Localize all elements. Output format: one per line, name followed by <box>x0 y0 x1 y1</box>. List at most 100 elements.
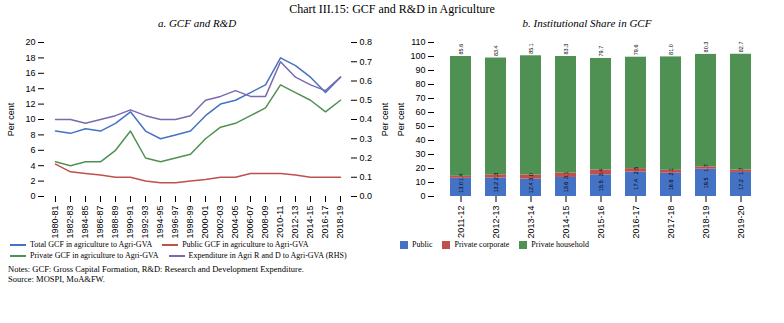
svg-text:2018-19: 2018-19 <box>335 206 345 239</box>
svg-text:16.6: 16.6 <box>668 180 674 191</box>
svg-text:50: 50 <box>415 121 425 131</box>
svg-text:2012-13: 2012-13 <box>491 206 501 239</box>
html-text:a. GCF and R&D: a. GCF and R&D <box>157 17 237 29</box>
svg-text:79.6: 79.6 <box>633 44 639 55</box>
svg-text:1984-85: 1984-85 <box>80 206 90 239</box>
svg-text:2.3: 2.3 <box>493 173 499 181</box>
svg-text:70: 70 <box>415 93 425 103</box>
svg-text:2011-12: 2011-12 <box>456 206 466 238</box>
svg-text:2.5: 2.5 <box>633 167 639 175</box>
svg-text:17.2: 17.2 <box>738 179 744 190</box>
svg-text:2006-07: 2006-07 <box>245 206 255 239</box>
svg-text:0.4: 0.4 <box>360 114 373 124</box>
svg-text:2013-14: 2013-14 <box>526 206 536 239</box>
svg-text:2017-18: 2017-18 <box>666 206 676 239</box>
svg-text:Per cent: Per cent <box>6 102 16 136</box>
svg-text:100: 100 <box>410 51 425 61</box>
svg-text:2010-11: 2010-11 <box>275 206 285 238</box>
svg-text:81.0: 81.0 <box>668 44 674 55</box>
html-text:Private GCF in agriculture to: Private GCF in agriculture to Agri-GVA <box>30 251 159 260</box>
svg-text:2: 2 <box>30 176 35 186</box>
svg-text:30: 30 <box>415 149 425 159</box>
html-text:Source: MOSPI, MoA&FW.: Source: MOSPI, MoA&FW. <box>8 274 105 284</box>
svg-text:110: 110 <box>411 37 425 47</box>
svg-text:1.4: 1.4 <box>458 173 464 181</box>
svg-text:2018-19: 2018-19 <box>701 206 711 239</box>
svg-text:10: 10 <box>415 177 425 187</box>
svg-text:0.8: 0.8 <box>360 37 373 47</box>
svg-text:1986-87: 1986-87 <box>95 206 105 239</box>
svg-text:1988-89: 1988-89 <box>110 206 120 239</box>
svg-text:10: 10 <box>25 114 35 124</box>
svg-text:80.3: 80.3 <box>703 42 709 53</box>
svg-text:3.4: 3.4 <box>598 169 604 177</box>
svg-text:80: 80 <box>415 79 425 89</box>
svg-text:90: 90 <box>415 65 425 75</box>
html-text:Expenditure in Agri R and D to: Expenditure in Agri R and D to Agri-GVA … <box>188 251 347 260</box>
svg-text:2014-15: 2014-15 <box>305 206 315 239</box>
svg-text:4: 4 <box>30 161 35 171</box>
svg-text:2016-17: 2016-17 <box>631 206 641 239</box>
svg-text:2012-13: 2012-13 <box>290 206 300 239</box>
svg-text:0.3: 0.3 <box>360 134 373 144</box>
svg-text:13.0: 13.0 <box>458 182 464 193</box>
svg-text:85.6: 85.6 <box>458 44 464 55</box>
svg-text:20: 20 <box>415 163 425 173</box>
html-text:Public GCF in agriculture to A: Public GCF in agriculture to Agri-GVA <box>182 240 309 249</box>
svg-text:17.4: 17.4 <box>633 179 639 190</box>
svg-text:2019-20: 2019-20 <box>736 206 746 239</box>
svg-text:2004-05: 2004-05 <box>230 206 240 239</box>
svg-text:2.1: 2.1 <box>668 168 674 176</box>
svg-text:2014-15: 2014-15 <box>561 206 571 239</box>
svg-text:1990-91: 1990-91 <box>125 206 135 239</box>
svg-text:1996-97: 1996-97 <box>170 206 180 239</box>
svg-text:12: 12 <box>25 99 35 109</box>
svg-text:Per cent: Per cent <box>380 102 390 136</box>
svg-text:16: 16 <box>25 68 35 78</box>
svg-text:85.1: 85.1 <box>528 43 534 54</box>
svg-text:19.5: 19.5 <box>703 177 709 188</box>
svg-text:1982-83: 1982-83 <box>65 206 75 239</box>
html-text:b. Institutional Share in GCF: b. Institutional Share in GCF <box>522 17 652 29</box>
svg-text:18: 18 <box>25 53 35 63</box>
svg-text:2016-17: 2016-17 <box>320 206 330 239</box>
svg-text:1994-95: 1994-95 <box>155 206 165 239</box>
svg-text:14: 14 <box>25 84 35 94</box>
svg-text:Per cent: Per cent <box>396 102 406 136</box>
svg-text:1.7: 1.7 <box>703 164 709 172</box>
svg-text:12.4: 12.4 <box>528 182 534 193</box>
svg-text:0.6: 0.6 <box>360 76 373 86</box>
svg-text:0.5: 0.5 <box>360 95 373 105</box>
svg-text:0.0: 0.0 <box>360 191 373 201</box>
html-text:Notes: GCF: Gross Capital Form: Notes: GCF: Gross Capital Formation, R&D… <box>8 264 304 274</box>
svg-text:3.1: 3.1 <box>563 171 569 179</box>
svg-text:83.4: 83.4 <box>493 45 499 56</box>
svg-text:1992-93: 1992-93 <box>140 206 150 239</box>
svg-text:2008-09: 2008-09 <box>260 206 270 239</box>
svg-text:8: 8 <box>30 130 35 140</box>
svg-text:2002-03: 2002-03 <box>215 206 225 239</box>
svg-text:15.5: 15.5 <box>598 180 604 191</box>
svg-text:0.1: 0.1 <box>360 172 373 182</box>
svg-text:1.7: 1.7 <box>738 167 744 175</box>
html-text:Chart III.15: GCF and R&D in A: Chart III.15: GCF and R&D in Agriculture <box>289 2 495 16</box>
svg-text:1998-99: 1998-99 <box>185 206 195 239</box>
svg-text:0: 0 <box>30 191 35 201</box>
svg-text:13.2: 13.2 <box>493 182 499 193</box>
svg-text:2000-01: 2000-01 <box>200 206 210 239</box>
svg-text:13.6: 13.6 <box>563 182 569 193</box>
svg-text:0.7: 0.7 <box>360 57 373 67</box>
svg-text:40: 40 <box>415 135 425 145</box>
svg-text:2015-16: 2015-16 <box>596 206 606 239</box>
svg-text:0.2: 0.2 <box>360 153 373 163</box>
svg-text:20: 20 <box>25 37 35 47</box>
svg-text:3.0: 3.0 <box>528 173 534 181</box>
svg-text:1980-81: 1980-81 <box>50 206 60 239</box>
svg-text:82.7: 82.7 <box>738 42 744 53</box>
svg-text:6: 6 <box>30 145 35 155</box>
svg-text:60: 60 <box>415 107 425 117</box>
svg-text:83.3: 83.3 <box>563 44 569 55</box>
svg-text:0: 0 <box>420 191 425 201</box>
svg-text:79.7: 79.7 <box>598 46 604 57</box>
html-text:Total GCF in agriculture to Ag: Total GCF in agriculture to Agri-GVA <box>30 240 153 249</box>
